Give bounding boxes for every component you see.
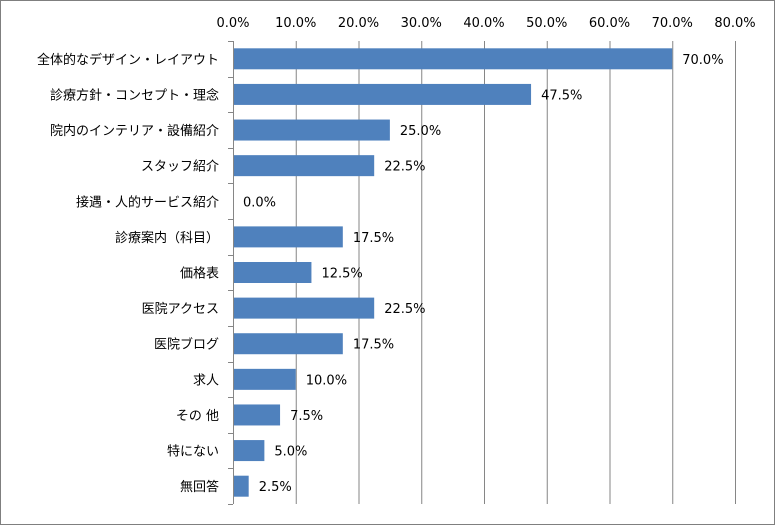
bar	[234, 333, 343, 355]
x-tick-label: 70.0%	[652, 16, 693, 31]
category-label: 医院アクセス	[142, 302, 219, 317]
category-label: スタッフ紹介	[141, 160, 219, 175]
x-tick-label: 10.0%	[275, 16, 316, 31]
data-label: 5.0%	[274, 445, 307, 460]
bars	[234, 48, 673, 497]
data-label: 17.5%	[353, 231, 394, 246]
data-label: 47.5%	[541, 88, 582, 103]
data-label: 22.5%	[384, 160, 425, 175]
data-label: 7.5%	[290, 409, 323, 424]
data-label: 22.5%	[384, 302, 425, 317]
bar	[234, 262, 312, 283]
bar	[234, 226, 343, 248]
category-label: 医院ブログ	[154, 337, 219, 353]
bar	[234, 404, 281, 426]
data-label: 12.5%	[321, 267, 362, 282]
data-label: 0.0%	[243, 195, 276, 210]
x-tick-label: 40.0%	[463, 16, 504, 31]
bar	[234, 297, 375, 319]
bar	[234, 155, 375, 177]
bar	[234, 83, 532, 105]
category-label: その 他	[176, 409, 219, 424]
category-labels: 全体的なデザイン・レイアウト診療方針・コンセプト・理念院内のインテリア・設備紹介…	[37, 52, 219, 495]
bar	[234, 119, 390, 141]
gridlines	[233, 41, 736, 504]
bar	[234, 475, 249, 497]
data-label: 10.0%	[306, 373, 347, 388]
data-label: 2.5%	[259, 480, 292, 495]
data-label: 17.5%	[353, 338, 394, 353]
bar	[234, 368, 296, 390]
category-label: 価格表	[180, 266, 219, 282]
data-label: 70.0%	[682, 53, 723, 68]
category-axis	[228, 41, 234, 505]
bar	[234, 48, 673, 70]
data-labels: 70.0% 47.5% 25.0% 22.5% 0.0% 17.5% 12.5% 22.5% 1…	[243, 53, 724, 495]
category-label: 求人	[193, 373, 219, 388]
x-tick-label: 80.0%	[714, 16, 755, 31]
category-label: 無回答	[180, 479, 219, 495]
data-label: 25.0%	[400, 124, 441, 139]
category-label: 診療案内（科目）	[115, 230, 219, 246]
category-label: 特にない	[167, 445, 219, 460]
bar	[234, 440, 265, 462]
x-tick-label: 0.0%	[216, 16, 249, 31]
x-tick-label: 30.0%	[401, 16, 442, 31]
x-tick-label: 20.0%	[338, 16, 379, 31]
category-label: 全体的なデザイン・レイアウト	[37, 52, 219, 68]
x-tick-label: 50.0%	[526, 16, 567, 31]
value-axis-ticks: 0.0% 10.0% 20.0% 30.0% 40.0% 50.0% 60.0% 70.0% 8…	[216, 16, 755, 31]
category-label: 院内のインテリア・設備紹介	[50, 123, 219, 139]
x-tick-label: 60.0%	[589, 16, 630, 31]
category-label: 接遇・人的サービス紹介	[76, 194, 219, 210]
category-label: 診療方針・コンセプト・理念	[50, 87, 219, 103]
